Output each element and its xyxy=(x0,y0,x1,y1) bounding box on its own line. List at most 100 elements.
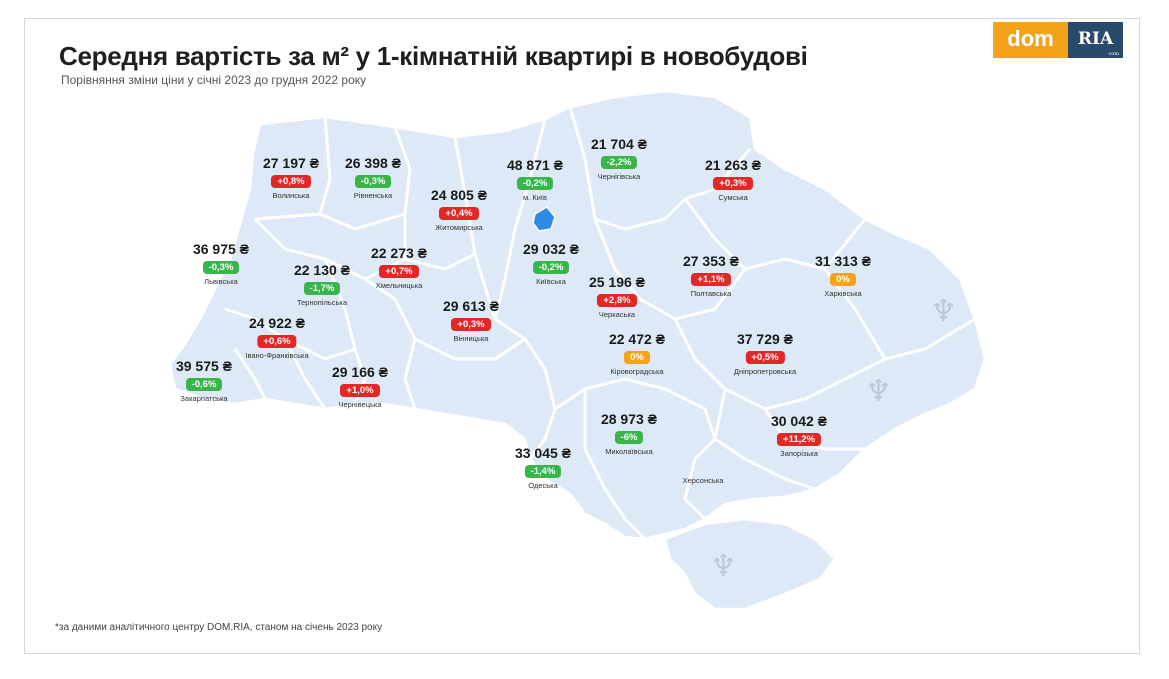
region-name: Рівненська xyxy=(353,191,393,200)
region-price: 29 166 ₴ xyxy=(331,364,389,380)
region-kharkivska: 31 313 ₴ 0% Харківська xyxy=(815,253,871,298)
region-khersonska: Херсонська xyxy=(683,474,724,485)
region-price: 48 871 ₴ xyxy=(506,157,564,173)
region-price: 37 729 ₴ xyxy=(736,331,794,347)
region-odeska: 33 045 ₴ -1,4% Одеська xyxy=(515,445,571,490)
footnote: *за даними аналітичного центру DOM.RIA, … xyxy=(55,622,383,633)
region-change-badge: -1,4% xyxy=(524,465,562,478)
infographic-card: Середня вартість за м² у 1-кімнатній ква… xyxy=(24,18,1140,654)
region-change-badge: -0,6% xyxy=(185,378,223,391)
region-khmelnytska: 22 273 ₴ +0,7% Хмельницька xyxy=(371,245,427,290)
region-price: 39 575 ₴ xyxy=(175,358,233,374)
region-name: Херсонська xyxy=(682,476,724,485)
region-name: Закарпатська xyxy=(180,394,228,403)
region-change-badge: -0,3% xyxy=(202,261,240,274)
region-name: Кіровоградська xyxy=(610,367,664,376)
region-price: 24 805 ₴ xyxy=(430,187,488,203)
region-name: Чернігівська xyxy=(597,172,641,181)
region-name: Черкаська xyxy=(598,310,636,319)
dom-ria-logo: dom RIA com xyxy=(993,22,1123,58)
region-change-badge: +0,6% xyxy=(257,335,297,348)
page-subtitle: Порівняння зміни ціни у січні 2023 до гр… xyxy=(61,73,367,87)
region-name: Житомирська xyxy=(435,223,483,232)
region-change-badge: +1,0% xyxy=(340,384,380,397)
region-price: 33 045 ₴ xyxy=(514,445,572,461)
region-chernihivska: 21 704 ₴ -2,2% Чернігівська xyxy=(591,136,647,181)
region-change-badge: +0,5% xyxy=(745,351,785,364)
region-price: 27 197 ₴ xyxy=(262,155,320,171)
region-name: м. Київ xyxy=(523,193,547,202)
region-price: 22 130 ₴ xyxy=(293,262,351,278)
region-price: 26 398 ₴ xyxy=(344,155,402,171)
region-price: 31 313 ₴ xyxy=(814,253,872,269)
trident-icon: ♆ xyxy=(930,294,957,329)
page-title: Середня вартість за м² у 1-кімнатній ква… xyxy=(59,41,808,71)
region-price: 36 975 ₴ xyxy=(192,241,250,257)
region-name: Дніпропетровська xyxy=(733,367,797,376)
region-change-badge: +0,3% xyxy=(713,177,753,190)
region-kyiv-city: 48 871 ₴ -0,2% м. Київ xyxy=(507,157,563,202)
region-volynska: 27 197 ₴ +0,8% Волинська xyxy=(263,155,319,200)
region-price: 21 263 ₴ xyxy=(704,157,762,173)
region-change-badge: -0,3% xyxy=(354,175,392,188)
ukraine-landmass xyxy=(168,89,987,541)
region-change-badge: +0,8% xyxy=(271,175,311,188)
region-change-badge: -1,7% xyxy=(303,282,341,295)
region-change-badge: -0,2% xyxy=(532,261,570,274)
logo-ria-small: com xyxy=(1108,51,1119,57)
region-name: Волинська xyxy=(272,191,310,200)
crimea xyxy=(663,517,837,611)
kyiv-city-marker xyxy=(532,206,556,232)
region-name: Харківська xyxy=(824,289,862,298)
region-price: 22 472 ₴ xyxy=(608,331,666,347)
region-name: Вінницька xyxy=(453,334,489,343)
region-mykolaivska: 28 973 ₴ -6% Миколаївська xyxy=(601,411,657,456)
region-change-badge: 0% xyxy=(624,351,650,364)
region-cherkaska: 25 196 ₴ +2,8% Черкаська xyxy=(589,274,645,319)
region-price: 21 704 ₴ xyxy=(590,136,648,152)
region-price: 22 273 ₴ xyxy=(370,245,428,261)
logo-ria-text: RIA xyxy=(1077,29,1114,49)
region-name: Київська xyxy=(536,277,566,286)
region-dnipropetrovska: 37 729 ₴ +0,5% Дніпропетровська xyxy=(734,331,796,376)
region-rivnenska: 26 398 ₴ -0,3% Рівненська xyxy=(345,155,401,200)
logo-dom: dom xyxy=(993,22,1068,58)
region-price: 24 922 ₴ xyxy=(248,315,306,331)
region-change-badge: -0,2% xyxy=(516,177,554,190)
trident-icon: ♆ xyxy=(865,374,892,409)
region-change-badge: -6% xyxy=(614,431,644,444)
trident-icon: ♆ xyxy=(710,549,737,584)
region-zaporizka: 30 042 ₴ +11,2% Запорізька xyxy=(771,413,827,458)
region-borders xyxy=(224,106,976,541)
region-name: Одеська xyxy=(528,481,558,490)
region-price: 25 196 ₴ xyxy=(588,274,646,290)
region-zhytomyrska: 24 805 ₴ +0,4% Житомирська xyxy=(431,187,487,232)
region-price: 29 613 ₴ xyxy=(442,298,500,314)
region-ivano-frankivska: 24 922 ₴ +0,6% Івано-Франківська xyxy=(245,315,308,360)
region-change-badge: -2,2% xyxy=(600,156,638,169)
region-kyivska: 29 032 ₴ -0,2% Київська xyxy=(523,241,579,286)
region-name: Сумська xyxy=(718,193,748,202)
region-change-badge: +1,1% xyxy=(691,273,731,286)
region-change-badge: +0,4% xyxy=(439,207,479,220)
region-name: Тернопільська xyxy=(296,298,348,307)
region-name: Хмельницька xyxy=(375,281,423,290)
region-lvivska: 36 975 ₴ -0,3% Львівська xyxy=(193,241,249,286)
region-name: Полтавська xyxy=(690,289,732,298)
region-price: 27 353 ₴ xyxy=(682,253,740,269)
region-poltavska: 27 353 ₴ +1,1% Полтавська xyxy=(683,253,739,298)
ukraine-map xyxy=(168,89,987,611)
region-price: 29 032 ₴ xyxy=(522,241,580,257)
region-change-badge: +0,3% xyxy=(451,318,491,331)
region-zakarpatska: 39 575 ₴ -0,6% Закарпатська xyxy=(176,358,232,403)
region-change-badge: +2,8% xyxy=(597,294,637,307)
region-change-badge: +0,7% xyxy=(379,265,419,278)
region-change-badge: 0% xyxy=(830,273,856,286)
region-kirovohradska: 22 472 ₴ 0% Кіровоградська xyxy=(609,331,665,376)
logo-ria: RIA com xyxy=(1068,22,1123,58)
region-ternopilska: 22 130 ₴ -1,7% Тернопільська xyxy=(294,262,350,307)
region-sumska: 21 263 ₴ +0,3% Сумська xyxy=(705,157,761,202)
region-chernivetska: 29 166 ₴ +1,0% Чернівецька xyxy=(332,364,388,409)
region-name: Запорізька xyxy=(780,449,818,458)
region-price: 30 042 ₴ xyxy=(770,413,828,429)
